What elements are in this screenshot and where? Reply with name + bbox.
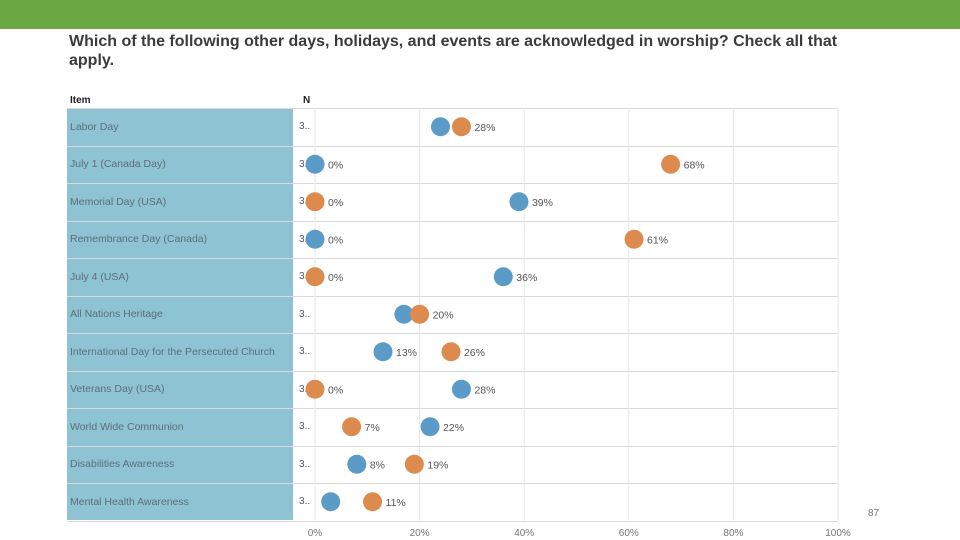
row-label: All Nations Heritage [70,308,163,321]
row-n-value: 3.. [299,271,311,283]
row-separator [67,108,838,109]
blue-series-dot [451,379,471,399]
top-accent-bar [0,0,960,29]
data-label: 26% [464,347,485,359]
row-label: July 1 (Canada Day) [70,158,166,171]
x-tick-label: 40% [514,528,534,539]
page-number: 87 [868,508,880,519]
data-label: 68% [684,159,705,171]
x-tick-label: 60% [619,528,639,539]
row-label: Memorial Day (USA) [70,195,167,208]
row-label: Disabilities Awareness [70,458,175,471]
x-tick-label: 20% [410,528,430,539]
x-tick-label: 0% [308,528,323,539]
blue-series-dot [394,304,414,324]
data-label: 28% [474,384,495,396]
blue-series-dot [420,417,440,437]
row-n-value: 3.. [299,158,311,170]
data-label: 0% [328,159,343,171]
row-separator [67,483,838,484]
row-label: Labor Day [70,120,119,133]
row-n-value: 3.. [299,458,311,470]
row-separator [67,408,838,409]
orange-series-dot [305,379,325,399]
column-header-item: Item [70,95,91,106]
data-label: 22% [443,422,464,434]
blue-series-dot [431,117,451,137]
orange-series-dot [624,229,644,249]
row-n-value: 3.. [299,308,311,320]
data-label: 28% [474,122,495,134]
orange-series-dot [305,192,325,212]
data-label: 0% [328,272,343,284]
row-label: World Wide Communion [70,420,184,433]
data-label: 13% [396,347,417,359]
data-label: 39% [532,197,553,209]
data-label: 8% [370,459,385,471]
blue-series-dot [305,154,325,174]
x-tick-label: 100% [825,528,851,539]
label-column-background [67,108,293,520]
orange-series-dot [305,267,325,287]
row-separator [67,333,838,334]
row-label: Remembrance Day (Canada) [70,233,208,246]
row-separator [67,446,838,447]
orange-series-dot [342,417,362,437]
row-separator [67,183,838,184]
x-tick-label: 80% [723,528,743,539]
row-separator [67,221,838,222]
data-label: 36% [516,272,537,284]
row-n-value: 3.. [299,496,311,508]
data-label: 61% [647,234,668,246]
data-label: 0% [328,197,343,209]
row-label: Mental Health Awareness [70,495,189,508]
orange-series-dot [363,492,383,512]
orange-series-dot [451,117,471,137]
orange-series-dot [661,154,681,174]
column-header-n: N [303,95,311,106]
orange-series-dot [404,454,424,474]
blue-series-dot [321,492,341,512]
blue-series-dot [493,267,513,287]
blue-series-dot [305,229,325,249]
data-label: 20% [433,309,454,321]
chart-title: Which of the following other days, holid… [69,33,838,69]
data-label: 11% [386,497,406,509]
row-separator [67,371,838,372]
row-n-value: 3.. [299,346,311,358]
row-separator [67,296,838,297]
row-separator [67,146,838,147]
row-label: July 4 (USA) [70,270,129,283]
row-separator [67,258,838,259]
blue-series-dot [509,192,529,212]
row-label: Veterans Day (USA) [70,383,165,396]
data-label: 0% [328,234,343,246]
row-n-value: 3.. [299,383,311,395]
data-label: 0% [328,384,343,396]
blue-series-dot [347,454,367,474]
row-separator [67,521,838,522]
orange-series-dot [410,304,430,324]
row-n-value: 3.. [299,196,311,208]
row-n-value: 3.. [299,233,311,245]
row-label: International Day for the Persecuted Chu… [70,345,275,358]
orange-series-dot [441,342,461,362]
blue-series-dot [373,342,393,362]
data-label: 19% [427,459,448,471]
data-label: 7% [365,422,380,434]
row-n-value: 3.. [299,121,311,133]
row-n-value: 3.. [299,421,311,433]
